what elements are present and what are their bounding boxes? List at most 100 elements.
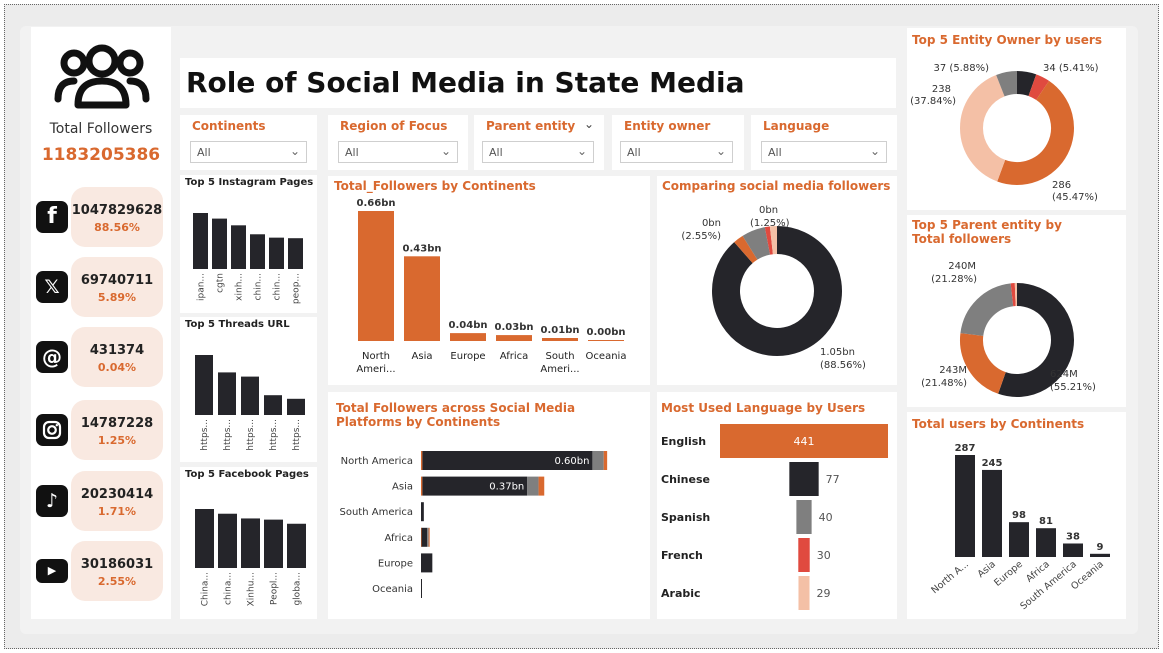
data-label: (21.28%) [931, 274, 977, 285]
platform-list: f 1047829628 88.56% 𝕏 69740711 5.89% @ 4… [31, 185, 171, 615]
bar [496, 335, 532, 341]
parent-entity-card: Top 5 Parent entity by Total followers 2… [907, 215, 1126, 407]
tiktok-icon[interactable]: ♪ [36, 485, 68, 517]
bar-segment [421, 451, 423, 470]
threads-icon[interactable]: @ [36, 341, 68, 373]
tick-label: https... [292, 419, 302, 451]
filter-label: Parent entity [486, 119, 576, 133]
users-icon [54, 44, 150, 109]
tick-label: globa... [293, 572, 303, 606]
bar [1090, 553, 1110, 557]
data-label: 0bn [759, 205, 778, 216]
data-label: 0.43bn [403, 243, 442, 254]
bar-segment [421, 553, 433, 573]
tick-label: Arabic [661, 587, 701, 600]
tick-label: Oceania [372, 584, 413, 595]
entity-owner-dropdown[interactable]: All ⌄ [620, 141, 733, 163]
tick-label: ipan... [197, 273, 207, 301]
data-label: (55.21%) [1050, 382, 1096, 393]
data-label: 40 [819, 511, 833, 524]
bar [288, 238, 303, 269]
chart-title: Total users by Continents [912, 417, 1085, 431]
data-label: (88.56%) [820, 360, 866, 371]
data-label: (21.48%) [921, 378, 967, 389]
data-label: 9 [1097, 542, 1104, 553]
tick-label: cgtn [216, 273, 226, 293]
filter-label: Entity owner [624, 119, 711, 133]
followers-by-continents-card: Total_Followers by Continents 0.66bn Nort… [328, 176, 650, 385]
data-label: (37.84%) [910, 96, 956, 107]
platform-value: 30186031 [80, 557, 154, 572]
tick-label: chin... [273, 273, 283, 300]
donut-slice [998, 283, 1074, 397]
instagram-icon[interactable] [36, 414, 68, 446]
tick-label: https... [269, 419, 279, 451]
continents-dropdown[interactable]: All ⌄ [190, 141, 307, 163]
bar [193, 213, 208, 269]
data-label: (45.47%) [1052, 192, 1098, 203]
bar-segment [422, 476, 528, 496]
dropdown-value: All [489, 146, 503, 159]
data-label: 0bn [702, 218, 721, 229]
filter-language: Language All ⌄ [751, 115, 897, 170]
bar-segment [538, 476, 545, 496]
tick-label: https... [200, 419, 210, 451]
tick-label: North America [341, 456, 413, 467]
platform-value: 14787228 [80, 416, 154, 431]
tick-label: Asia [392, 482, 413, 493]
chart-title: Top 5 Parent entity by Total followers [912, 218, 1062, 246]
filter-label: Language [763, 119, 830, 133]
data-label: (2.55%) [681, 231, 721, 242]
total-followers-value: 1183205386 [41, 145, 161, 165]
bar-segment [421, 579, 422, 598]
bar-segment [427, 527, 429, 547]
tick-label: South [545, 351, 574, 362]
data-label: 0.00bn [587, 327, 626, 338]
data-label: 77 [826, 473, 840, 486]
donut-slice [734, 235, 758, 264]
parent-entity-dropdown[interactable]: All ⌄ [482, 141, 594, 163]
data-label: 441 [794, 435, 815, 448]
platform-stat: 69740711 5.89% [71, 257, 163, 317]
tick-label: Asia [976, 559, 998, 580]
threads-url-card: Top 5 Threads URL https... https... https.… [180, 317, 317, 462]
data-label: 240M [948, 261, 976, 272]
region-dropdown[interactable]: All ⌄ [338, 141, 458, 163]
tick-label: china... [224, 572, 234, 605]
chevron-down-icon[interactable]: ⌄ [583, 117, 594, 131]
tick-label: https... [246, 419, 256, 451]
total-followers-label: Total Followers [49, 121, 153, 137]
youtube-icon[interactable]: ▶ [36, 559, 68, 583]
data-label: 238 [932, 84, 951, 95]
chart-title: Total_Followers by Continents [334, 179, 536, 193]
platform-percent: 0.04% [97, 361, 137, 374]
bar [218, 372, 236, 415]
donut-slice [960, 74, 1006, 182]
donut-slice [1016, 71, 1037, 97]
data-label: 0.60bn [554, 456, 589, 467]
tick-label: Europe [378, 558, 413, 569]
x-icon[interactable]: 𝕏 [36, 271, 68, 303]
language-dropdown[interactable]: All ⌄ [761, 141, 887, 163]
data-label: 0.01bn [541, 325, 580, 336]
bar [218, 513, 237, 568]
platform-row-facebook: f 1047829628 88.56% [31, 187, 171, 247]
filter-continents: Continents All ⌄ [180, 115, 317, 170]
bar [1063, 543, 1083, 557]
bar-segment [421, 476, 423, 496]
tick-label: Oceania [586, 351, 627, 362]
data-label: 34 (5.41%) [1043, 63, 1099, 74]
platform-row-threads: @ 431374 0.04% [31, 327, 171, 387]
platform-row-instagram: 14787228 1.25% [31, 400, 171, 460]
platforms-by-continents-chart: North America 0.60bn Asia 0.37bn South Ameri… [340, 451, 608, 598]
chevron-down-icon: ⌄ [440, 144, 451, 158]
chart-title: Total Followers across Social Media Plat… [336, 401, 576, 429]
facebook-pages-chart: China... china... Xinhu... Peopl... globa... [195, 509, 306, 606]
facebook-icon[interactable]: f [36, 201, 68, 233]
filter-region: Region of Focus All ⌄ [328, 115, 468, 170]
threads-url-chart: https... https... https... https... https... [195, 355, 305, 451]
filter-label: Region of Focus [340, 119, 448, 133]
chevron-down-icon: ⌄ [289, 144, 300, 158]
tick-label: North A... [929, 559, 971, 596]
